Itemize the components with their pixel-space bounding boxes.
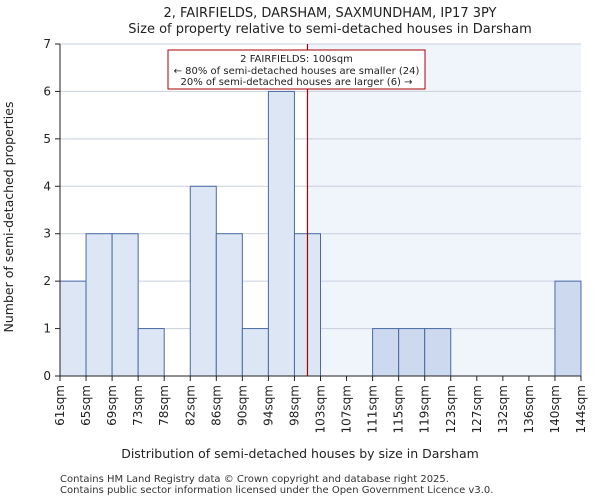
bar [398, 328, 426, 377]
x-tick-label: 65sqm [79, 385, 93, 426]
x-tick-label: 98sqm [287, 385, 301, 426]
bar [241, 328, 269, 377]
bar [215, 233, 243, 377]
annotation-smaller: ← 80% of semi-detached houses are smalle… [174, 66, 420, 77]
x-tick-label: 107sqm [340, 385, 354, 433]
bar [267, 90, 295, 377]
chart-title: 2, FAIRFIELDS, DARSHAM, SAXMUNDHAM, IP17… [163, 6, 496, 21]
x-axis-label: Distribution of semi-detached houses by … [121, 446, 479, 461]
x-tick-label: 127sqm [470, 385, 484, 433]
bar [424, 328, 452, 377]
bar [189, 185, 217, 377]
y-tick-label: 3 [43, 227, 51, 241]
bar [59, 280, 87, 377]
y-tick-label: 2 [43, 274, 51, 288]
annotation-larger: 20% of semi-detached houses are larger (… [180, 77, 412, 88]
x-tick-label: 132sqm [496, 385, 510, 433]
x-tick-label: 111sqm [366, 385, 380, 433]
x-tick-label: 144sqm [574, 385, 588, 433]
bar [137, 328, 165, 377]
x-tick-label: 69sqm [105, 385, 119, 426]
annotation-box [167, 49, 426, 90]
plot-area: 0 1 2 3 4 5 6 7 61sqm 65sqm 69sqm 73sqm 78sqm 82sqm 86… [43, 37, 588, 433]
x-tick-label: 123sqm [444, 385, 458, 433]
x-tick-label: 61sqm [53, 385, 67, 426]
y-axis-label: Number of semi-detached properties [1, 102, 16, 333]
y-tick-label: 4 [43, 179, 51, 193]
y-tick-label: 1 [43, 322, 51, 336]
x-tick-label: 73sqm [131, 385, 145, 426]
x-tick-label: 82sqm [183, 385, 197, 426]
x-tick-label: 115sqm [392, 385, 406, 433]
x-tick-label: 136sqm [522, 385, 536, 433]
y-tick-label: 7 [43, 37, 51, 51]
bar [85, 233, 113, 377]
footer-licence: Contains public sector information licen… [60, 485, 494, 496]
x-tick-label: 140sqm [548, 385, 562, 433]
chart-subtitle: Size of property relative to semi-detach… [128, 22, 532, 37]
y-tick-label: 6 [43, 84, 51, 98]
y-tick-label: 0 [43, 369, 51, 383]
bar [372, 328, 400, 377]
annotation-title: 2 FAIRFIELDS: 100sqm [240, 54, 353, 65]
x-tick-label: 90sqm [235, 385, 249, 426]
x-tick-label: 103sqm [314, 385, 328, 433]
x-tick-label: 119sqm [418, 385, 432, 433]
footer-copyright: Contains HM Land Registry data © Crown c… [60, 474, 449, 485]
bar [554, 280, 582, 377]
x-tick-label: 78sqm [157, 385, 171, 426]
x-tick-label: 86sqm [209, 385, 223, 426]
bar [111, 233, 139, 377]
highlight-region [307, 44, 581, 376]
y-tick-label: 5 [43, 132, 51, 146]
x-tick-label: 94sqm [261, 385, 275, 426]
